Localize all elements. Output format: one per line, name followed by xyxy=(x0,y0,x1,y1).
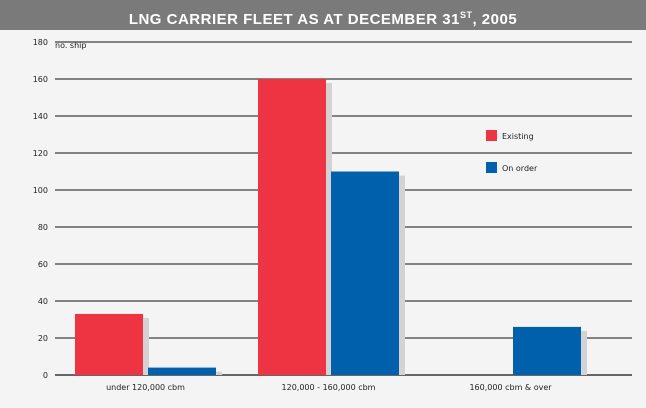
y-axis-label: no. ship xyxy=(55,41,86,50)
x-tick-label: 120,000 - 160,000 cbm xyxy=(282,383,376,392)
y-tick-label: 160 xyxy=(33,75,48,84)
legend-swatch xyxy=(486,162,497,173)
y-tick-label: 40 xyxy=(38,297,48,306)
chart-title: LNG CARRIER FLEET AS AT DECEMBER 31ST, 2… xyxy=(0,0,646,30)
bar-on-order xyxy=(148,367,216,375)
bar-on-order xyxy=(331,171,399,375)
chart-title-tail: , 2005 xyxy=(472,11,518,28)
legend-backdrop xyxy=(478,155,558,177)
x-tick-label: under 120,000 cbm xyxy=(106,383,185,392)
y-tick-label: 0 xyxy=(43,371,48,380)
y-tick-label: 20 xyxy=(38,334,48,343)
y-tick-label: 100 xyxy=(33,186,48,195)
y-tick-label: 60 xyxy=(38,260,48,269)
y-tick-label: 180 xyxy=(33,38,48,47)
bar-existing xyxy=(258,79,326,375)
legend-label: Existing xyxy=(502,132,534,141)
bar-on-order xyxy=(513,326,581,375)
legend-label: On order xyxy=(502,164,538,173)
y-tick-label: 120 xyxy=(33,149,48,158)
chart-title-main: LNG CARRIER FLEET AS AT DECEMBER 31 xyxy=(128,11,460,28)
chart-title-sup: ST xyxy=(459,10,473,20)
bar-existing xyxy=(75,313,143,375)
y-tick-label: 140 xyxy=(33,112,48,121)
y-tick-label: 80 xyxy=(38,223,48,232)
x-tick-label: 160,000 cbm & over xyxy=(469,383,552,392)
legend-swatch xyxy=(486,130,497,141)
legend-backdrop xyxy=(478,123,558,145)
